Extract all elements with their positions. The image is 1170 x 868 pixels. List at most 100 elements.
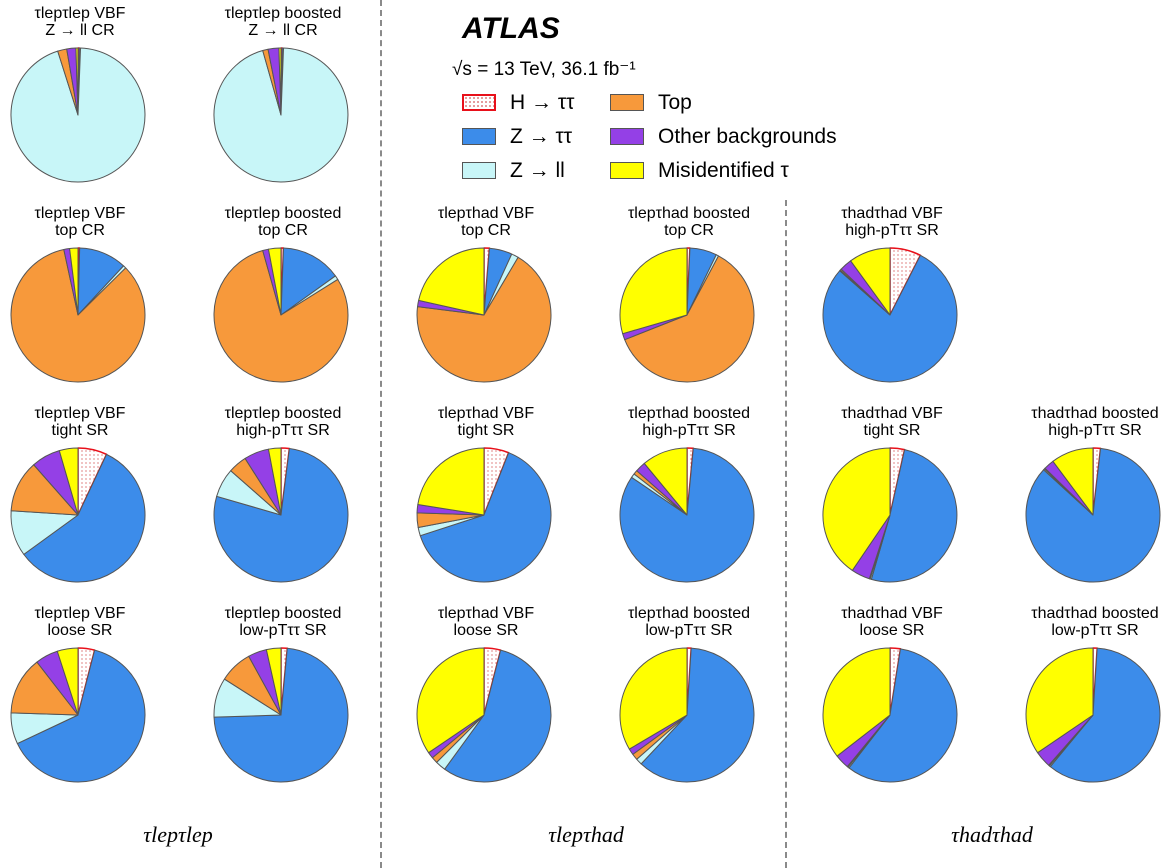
pie-title: τlepτlep VBF tight SR — [0, 405, 160, 439]
pie-title-selection: low-pTττ SR — [1051, 622, 1139, 639]
pie-slice-fake — [278, 47, 282, 116]
pie-title: τhadτhad VBF tight SR — [812, 405, 972, 439]
pie-title-region: τhadτhad boosted — [1031, 605, 1159, 622]
pie-slice-fake — [1025, 647, 1094, 754]
legend-item-zll: Z → ll — [462, 158, 742, 182]
pie-slice-fake — [850, 247, 891, 316]
pie-title-selection: loose SR — [859, 622, 925, 639]
pie-slice-ztt — [822, 254, 958, 383]
pie-slice-fake — [75, 47, 79, 116]
pie-title-region: τlepτlep boosted — [224, 205, 342, 222]
pie-slice-top — [10, 249, 146, 383]
column-divider-left — [380, 0, 382, 868]
pie-svg — [822, 647, 958, 783]
pie-title-selection: top CR — [461, 222, 511, 239]
pie-title-region: τlepτlep boosted — [224, 5, 342, 22]
pie-svg — [822, 247, 958, 383]
pie-slice-top — [624, 255, 755, 383]
pie-title-selection: low-pTττ SR — [645, 622, 733, 639]
pie-title-region: τlepτhad boosted — [627, 205, 751, 222]
pie-title: τlepτlep VBF loose SR — [0, 605, 160, 639]
legend-label-zll: Z → ll — [510, 159, 565, 182]
pie-title: τlepτhad VBF loose SR — [406, 605, 566, 639]
pie-title-selection: high-pTττ SR — [1048, 422, 1142, 439]
pie-title-selection: high-pTττ SR — [642, 422, 736, 439]
pie-slice-ztt — [444, 649, 552, 783]
pie-slice-fake — [267, 247, 282, 316]
pie-slice-fake — [822, 447, 891, 571]
pie-slice-fake — [643, 447, 688, 516]
channel-label-lephad: τlepτhad — [548, 822, 624, 847]
pie-title-region: τlepτlep boosted — [224, 405, 342, 422]
pie-slice-fake — [416, 647, 485, 754]
pie-title-selection: high-pTττ SR — [236, 422, 330, 439]
pie-title: τhadτhad boosted high-pTττ SR — [1015, 405, 1170, 439]
pie-svg — [213, 247, 349, 383]
pie-title-region: τlepτhad VBF — [437, 205, 535, 222]
pie-slice-top — [10, 661, 79, 716]
legend-swatch-fake — [610, 162, 644, 179]
pie-svg — [10, 47, 146, 183]
pie-title: τhadτhad boosted low-pTττ SR — [1015, 605, 1170, 639]
pie-title: τlepτlep boosted top CR — [203, 205, 363, 239]
pie-title: τlepτlep VBF Z → ll CR — [0, 5, 160, 39]
pie-svg — [10, 447, 146, 583]
pie-title-selection: tight SR — [863, 422, 921, 439]
pie-slice-top — [416, 256, 552, 383]
legend-swatch-top — [610, 94, 644, 111]
pie-title-selection: loose SR — [453, 622, 519, 639]
pie-title-region: τhadτhad boosted — [1031, 405, 1159, 422]
pie-title: τlepτhad boosted low-pTττ SR — [609, 605, 769, 639]
pie-title-selection: low-pTττ SR — [239, 622, 327, 639]
pie-slice-ztt — [870, 449, 958, 583]
pie-title-region: τlepτlep VBF — [34, 605, 126, 622]
pie-title-selection: top CR — [664, 222, 714, 239]
channel-label-leplep: τlepτlep — [143, 822, 213, 847]
pie-title: τlepτlep boosted low-pTττ SR — [203, 605, 363, 639]
pie-svg — [213, 447, 349, 583]
pie-svg — [822, 447, 958, 583]
pie-title-selection: high-pTττ SR — [845, 222, 939, 239]
pie-slice-fake — [58, 447, 79, 516]
pie-title: τhadτhad VBF loose SR — [812, 605, 972, 639]
legend-swatch-other — [610, 128, 644, 145]
pie-title-region: τhadτhad VBF — [841, 605, 943, 622]
pie-title: τlepτlep boosted Z → ll CR — [203, 5, 363, 39]
pie-svg — [10, 247, 146, 383]
pie-title: τlepτhad VBF top CR — [406, 205, 566, 239]
pie-slice-fake — [619, 647, 688, 750]
pie-title: τlepτlep boosted high-pTττ SR — [203, 405, 363, 439]
pie-title-selection: loose SR — [47, 622, 113, 639]
pie-title: τlepτhad boosted high-pTττ SR — [609, 405, 769, 439]
pie-title-selection: Z → ll CR — [248, 22, 318, 39]
pie-slice-fake — [619, 247, 688, 335]
pie-title-selection: tight SR — [51, 422, 109, 439]
pie-slice-fake — [69, 247, 79, 316]
pie-slice-fake — [265, 647, 282, 716]
energy-luminosity-label: √s = 13 TeV, 36.1 fb⁻¹ — [452, 59, 636, 80]
pie-slice-ztt — [280, 247, 336, 316]
pie-title-selection: top CR — [55, 222, 105, 239]
pie-title-region: τlepτlep VBF — [34, 405, 126, 422]
legend-swatch-zll — [462, 162, 496, 179]
legend-label-top: Top — [658, 91, 692, 114]
legend-label-fake: Misidentified τ — [658, 159, 789, 182]
experiment-label: ATLAS — [462, 12, 560, 45]
pie-title-region: τlepτhad boosted — [627, 605, 751, 622]
pie-svg — [213, 647, 349, 783]
pie-title-region: τlepτhad boosted — [627, 405, 751, 422]
pie-svg — [416, 647, 552, 783]
pie-slice-top — [213, 250, 349, 383]
pie-title-selection: Z → ll CR — [45, 22, 115, 39]
legend-label-other: Other backgrounds — [658, 125, 837, 148]
pie-title-region: τlepτhad VBF — [437, 605, 535, 622]
pie-svg — [416, 447, 552, 583]
pie-svg — [619, 247, 755, 383]
pie-slice-fake — [418, 247, 485, 316]
pie-title-region: τlepτlep boosted — [224, 605, 342, 622]
pie-title: τlepτhad boosted top CR — [609, 205, 769, 239]
pie-title-selection: tight SR — [457, 422, 515, 439]
pie-slice-fake — [417, 447, 485, 516]
pie-slice-fake — [1052, 447, 1094, 516]
channel-label-hadhad: τhadτhad — [951, 822, 1033, 847]
